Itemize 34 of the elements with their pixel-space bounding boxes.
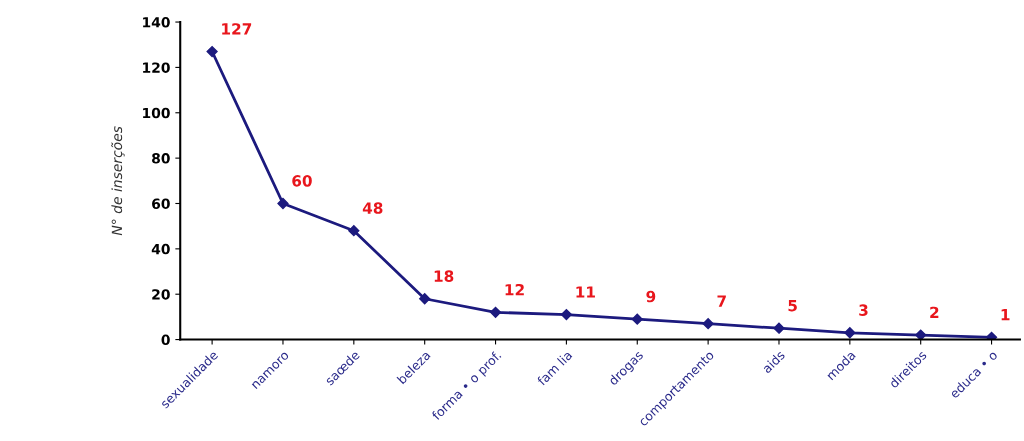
point (702, 318, 714, 330)
data-label: 48 (362, 202, 383, 214)
data-label: 2 (930, 306, 939, 318)
y-tick-label: 0 (161, 334, 170, 346)
y-tick-label: 60 (152, 198, 170, 209)
x-tick-label: aids (761, 349, 786, 374)
point (489, 306, 502, 318)
data-label: 1 (1001, 309, 1010, 321)
y-tick-label: 80 (152, 153, 170, 164)
y-tick-label: 120 (143, 62, 170, 73)
data-label: 60 (292, 175, 312, 187)
point (206, 45, 218, 58)
point (915, 329, 927, 340)
x-tick-label: fam lia (536, 350, 573, 387)
y-tick-label: 20 (152, 289, 170, 300)
data-label: 7 (717, 295, 726, 307)
y-tick-label: 140 (143, 17, 170, 28)
point (844, 327, 856, 339)
data-label: 9 (646, 290, 656, 303)
point (560, 309, 573, 321)
data-label: 5 (788, 300, 797, 312)
data-label: 11 (576, 286, 595, 298)
y-tick-label: 100 (143, 107, 170, 119)
point (277, 197, 289, 210)
data-label: 127 (222, 23, 252, 35)
data-label: 12 (505, 283, 524, 296)
point (348, 225, 360, 237)
data-label: 3 (859, 304, 868, 316)
point (631, 313, 643, 325)
point (773, 322, 785, 334)
data-label: 18 (434, 270, 454, 282)
y-tick-label: 40 (151, 243, 170, 255)
point (419, 293, 431, 305)
y-axis-title: N° de inserções (111, 126, 125, 236)
